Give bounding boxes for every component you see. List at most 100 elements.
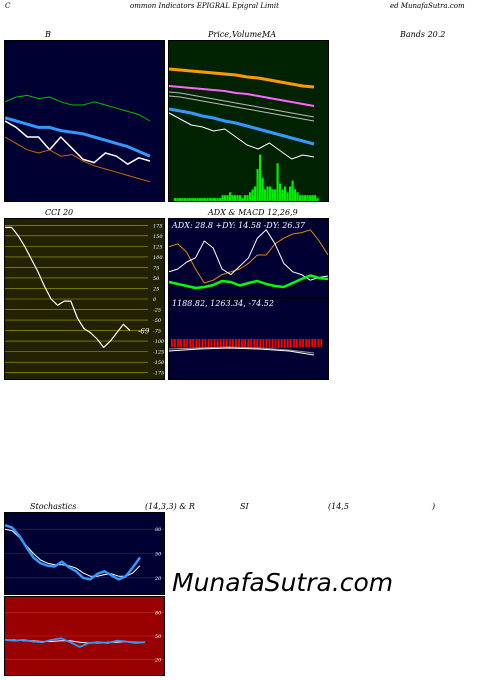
rsi-tick-label: 80 (155, 611, 162, 617)
macd-histogram-bar (247, 339, 250, 349)
macd-histogram-bar (259, 339, 262, 349)
volume-bar (276, 163, 279, 201)
volume-bar (221, 195, 224, 201)
cci-tick-label: 150 (153, 234, 163, 240)
volume-bar (186, 198, 189, 201)
macd-histogram-bar (296, 339, 298, 348)
volume-bar (311, 195, 314, 201)
volume-bar (206, 198, 209, 201)
macd-label: 1188.82, 1263.34, -74.52 (172, 299, 274, 308)
cci-tick-label: 25 (152, 286, 159, 292)
cci-tick-label: -150 (153, 360, 164, 366)
adx-panel: ADX: 28.8 +DY: 14.58 -DY: 26.37 (168, 218, 329, 298)
volume-bar (254, 186, 257, 201)
stoch-title-b: (14,3,3) & R (145, 502, 195, 511)
volume-bar (199, 198, 202, 201)
macd-histogram-bar (241, 339, 243, 349)
volume-bar (176, 198, 179, 201)
cci-panel: 175 150 125 100 75 50 25 0 -25 -50 -75 -100 -125 -150… (4, 218, 165, 380)
macd-histogram-bar (280, 339, 283, 348)
macd-signal-line (169, 346, 315, 354)
stochastics-panel: 80 50 20 (4, 512, 165, 595)
cci-tick-label: 125 (153, 244, 163, 250)
bb-middle-line (5, 116, 151, 158)
macd-histogram-bar (216, 339, 219, 349)
volume-bar (214, 198, 217, 201)
volume-bar (286, 192, 289, 201)
cci-tick-label: -125 (153, 350, 164, 356)
volume-bar (301, 195, 304, 201)
macd-panel: 1188.82, 1263.34, -74.52 (168, 298, 329, 380)
price-title-c: MA (262, 30, 276, 39)
macd-histogram-bar (198, 339, 201, 348)
pv-ma_long-line (169, 67, 315, 89)
volume-bar (189, 198, 192, 201)
macd-histogram-bar (213, 339, 216, 349)
cci-last-value: -69 (138, 328, 150, 336)
header-site: ed MunafaSutra.com (390, 2, 465, 10)
cci-tick-label: -50 (153, 318, 162, 324)
macd-histogram-bar (222, 339, 225, 349)
rsi-tick-label: 50 (155, 634, 162, 640)
cci-tick-label: 100 (153, 255, 163, 261)
volume-bar (279, 183, 282, 201)
cci-title: CCI 20 (45, 208, 74, 217)
macd-histogram-bar (235, 339, 237, 349)
volume-bar (231, 195, 234, 201)
macd-histogram-bar (302, 339, 304, 348)
macd-histogram-bar (180, 339, 182, 348)
volume-bar (184, 198, 187, 201)
bb-title-right: Bands 20.2 (400, 30, 446, 39)
volume-bar (244, 195, 247, 201)
volume-bar (274, 189, 277, 201)
macd-histogram-bar (289, 339, 292, 348)
volume-bar (219, 198, 222, 201)
price-title-b: Volume, (232, 30, 265, 39)
volume-bar (314, 195, 317, 201)
macd-histogram-bar (201, 339, 204, 348)
rsi-tick-label: 20 (154, 657, 162, 663)
adx-plus-di-line (169, 229, 328, 281)
volume-bar (181, 198, 184, 201)
stoch-tick-label: 50 (155, 552, 162, 558)
macd-histogram-bar (232, 339, 234, 349)
macd-histogram-bar (299, 339, 301, 348)
rsi-line (5, 637, 146, 648)
volume-bar (256, 169, 259, 201)
volume-bar (201, 198, 204, 201)
bollinger-chart (5, 94, 151, 183)
volume-bar (209, 198, 212, 201)
cci-line (5, 226, 131, 348)
adx-label: ADX: 28.8 +DY: 14.58 -DY: 26.37 (172, 221, 306, 230)
macd-histogram-bar (250, 339, 253, 349)
macd-histogram-bar (244, 339, 246, 349)
pv-ma-gray-upper-line (169, 91, 315, 118)
rsi-panel: 80 50 20 (4, 596, 165, 676)
macd-histogram-bar (177, 339, 179, 348)
cci-tick-label: -175 (153, 371, 164, 377)
volume-bar (284, 186, 287, 201)
macd-histogram-bar (311, 339, 314, 348)
volume-bar (269, 186, 272, 201)
macd-histogram-bar (286, 339, 289, 348)
macd-histogram-bar (268, 339, 271, 349)
volume-bar (174, 198, 177, 201)
volume-bar (239, 195, 242, 201)
macd-histogram-bar (171, 339, 173, 348)
volume-bar (251, 189, 254, 201)
stoch-title-e: ) (432, 502, 436, 511)
volume-bar (264, 189, 267, 201)
pv-ma_gray-line (169, 95, 315, 122)
cci-tick-label: 50 (153, 276, 160, 282)
adx-title: ADX & MACD 12,26,9 (208, 208, 298, 217)
volume-bar (281, 189, 284, 201)
macd-histogram-bar (277, 339, 280, 348)
stoch-tick-label: 80 (155, 527, 162, 533)
volume-bar (234, 195, 237, 201)
volume-bar (246, 195, 249, 201)
cci-tick-label: -25 (153, 308, 161, 314)
volume-bar (236, 195, 239, 201)
macd-histogram-bar (225, 339, 228, 349)
macd-histogram-bar (183, 339, 185, 348)
macd-histogram-bar (192, 339, 195, 348)
